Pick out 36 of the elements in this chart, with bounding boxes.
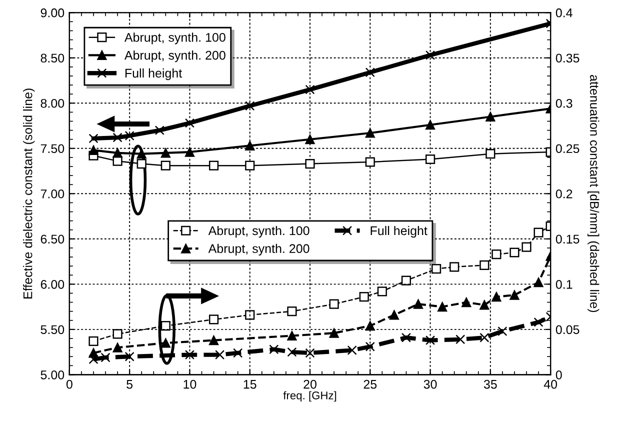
y2-axis-title: attenuation constant [dB/mm] (dashed line) bbox=[588, 75, 600, 312]
legend-label: Abrupt, synth. 100 bbox=[208, 226, 310, 238]
y-tick-label: 9.00 bbox=[40, 8, 64, 18]
y-tick-label: 5.00 bbox=[40, 370, 64, 380]
x-tick-label: 40 bbox=[544, 380, 558, 389]
y2-tick-label: 0.05 bbox=[556, 325, 580, 334]
x-tick-label: 0 bbox=[66, 380, 72, 389]
y-tick-label: 7.50 bbox=[40, 144, 64, 154]
x-tick-label: 25 bbox=[364, 380, 377, 389]
y2-tick-label: 0.4 bbox=[556, 8, 572, 18]
y-tick-label: 5.50 bbox=[40, 325, 64, 334]
y-axis-title: Effective dielectric constant (solid line) bbox=[23, 88, 35, 298]
y-tick-label: 6.50 bbox=[40, 234, 64, 244]
x-tick-label: 15 bbox=[244, 380, 256, 389]
legend-label: Abrupt, synth. 200 bbox=[124, 50, 226, 62]
y-tick-label: 8.50 bbox=[40, 54, 64, 63]
y-tick-label: 8.00 bbox=[40, 98, 64, 108]
x-tick-label: 5 bbox=[126, 380, 133, 389]
legend-label: Full height bbox=[125, 68, 182, 80]
x-tick-label: 30 bbox=[424, 380, 437, 389]
y-tick-label: 6.00 bbox=[40, 280, 64, 289]
y2-tick-label: 0.1 bbox=[556, 280, 572, 289]
x-axis-title: freq. [GHz] bbox=[283, 391, 336, 402]
y2-tick-label: 0.2 bbox=[556, 189, 572, 198]
y2-tick-label: 0.25 bbox=[556, 144, 580, 154]
y-tick-label: 7.00 bbox=[40, 189, 64, 198]
legend-label: Abrupt, synth. 100 bbox=[124, 32, 226, 44]
y2-tick-label: 0.35 bbox=[556, 54, 580, 63]
y2-tick-label: 0.15 bbox=[556, 234, 580, 244]
legend-label: Full height bbox=[370, 226, 428, 238]
y2-tick-label: 0 bbox=[556, 370, 562, 380]
y2-tick-label: 0.3 bbox=[556, 98, 572, 108]
x-tick-label: 10 bbox=[184, 380, 196, 389]
x-tick-label: 20 bbox=[304, 380, 316, 389]
legend-label: Abrupt, synth. 200 bbox=[208, 244, 310, 256]
x-tick-label: 35 bbox=[484, 380, 497, 389]
